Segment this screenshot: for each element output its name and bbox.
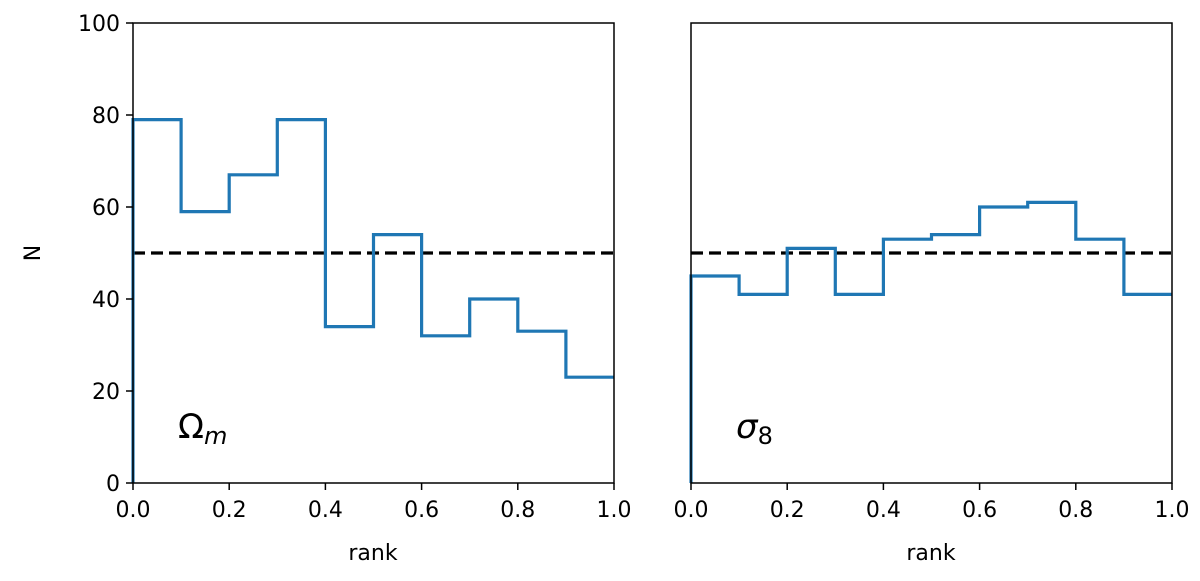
- x-tick-label: 0.4: [866, 498, 901, 523]
- y-tick-label: 60: [92, 196, 120, 221]
- y-tick-label: 40: [92, 288, 120, 313]
- x-axis-label: rank: [906, 541, 955, 566]
- x-tick-label: 0.0: [674, 498, 709, 523]
- panel-annotation-sub: m: [204, 422, 227, 450]
- y-tick-label: 20: [92, 380, 120, 405]
- x-tick-label: 0.4: [308, 498, 343, 523]
- x-axis-label: rank: [348, 541, 397, 566]
- y-tick-label: 100: [78, 12, 120, 37]
- y-tick-label: 80: [92, 104, 120, 129]
- sigma-8-panel: 0.0 0.2 0.4 0.6 0.8 1.0 σ8 rank: [674, 22, 1190, 566]
- omega-m-panel: 0.0 0.2 0.4 0.6 0.8 1.0 0 20 40 60 80 100 Ωm rank N: [21, 12, 632, 566]
- x-tick-label: 0.6: [962, 498, 997, 523]
- x-tick-label: 1.0: [597, 498, 632, 523]
- x-tick-label: 0.8: [500, 498, 535, 523]
- plot-frame: [132, 22, 615, 484]
- x-tick-label: 0.6: [404, 498, 439, 523]
- panel-annotation-main: Ω: [178, 407, 204, 447]
- panel-annotation: Ωm: [178, 407, 227, 450]
- x-tick-label: 0.8: [1058, 498, 1093, 523]
- x-tick-label: 0.2: [770, 498, 805, 523]
- panel-annotation-main: σ: [736, 407, 759, 447]
- x-tick-label: 0.2: [212, 498, 247, 523]
- plot-frame: [690, 22, 1173, 484]
- histogram-step: [689, 200, 1172, 483]
- panel-annotation: σ8: [736, 407, 773, 450]
- histogram-step: [131, 118, 614, 483]
- panel-annotation-sub: 8: [758, 422, 773, 450]
- y-tick-label: 0: [106, 472, 120, 497]
- x-tick-label: 1.0: [1155, 498, 1190, 523]
- x-tick-label: 0.0: [116, 498, 151, 523]
- y-axis-label: N: [21, 245, 46, 261]
